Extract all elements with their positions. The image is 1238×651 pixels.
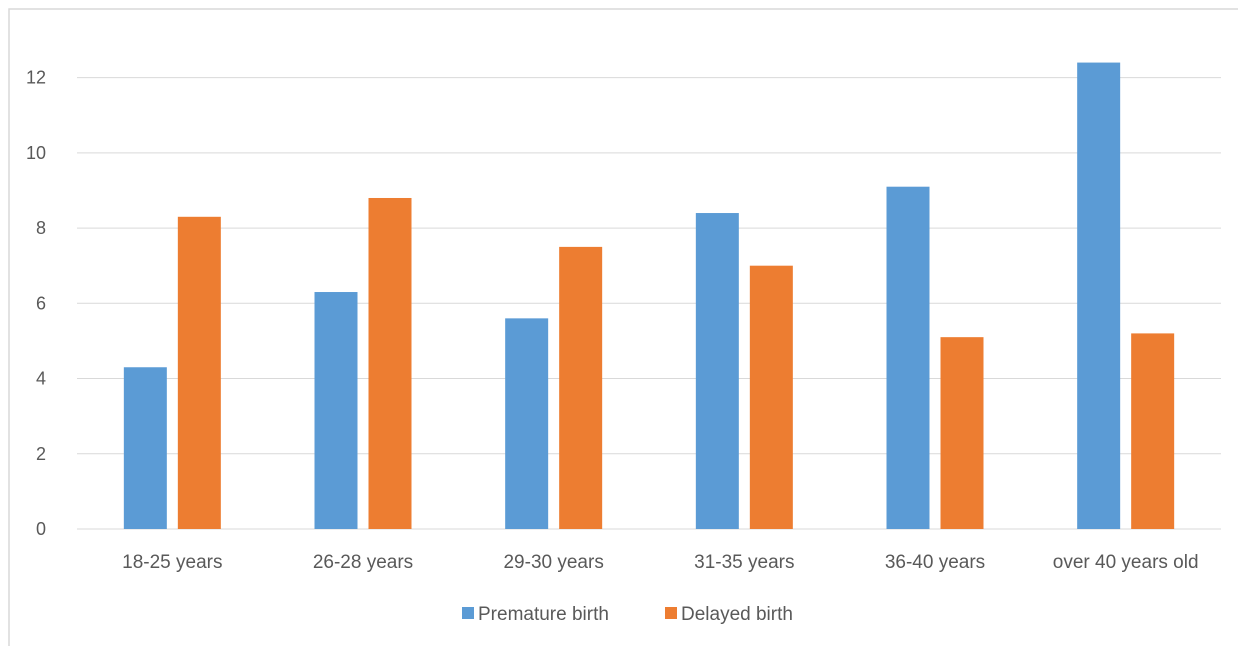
x-tick-label: 26-28 years [313, 552, 413, 573]
legend-label: Premature birth [478, 604, 609, 625]
bar-delayed [368, 197, 412, 529]
chart-frame [8, 8, 1238, 646]
bar-premature [695, 213, 739, 529]
bar-delayed [559, 246, 603, 529]
y-tick-label: 4 [36, 369, 46, 389]
y-tick-label: 2 [36, 444, 46, 464]
bar-premature [314, 292, 358, 529]
bar-delayed [940, 337, 984, 529]
bar-premature [886, 186, 930, 529]
y-tick-label: 12 [26, 68, 46, 88]
legend-swatch [462, 607, 474, 619]
y-tick-label: 6 [36, 293, 46, 313]
x-tick-label: 29-30 years [503, 552, 603, 573]
bar-premature [123, 367, 167, 529]
y-tick-label: 10 [26, 143, 46, 163]
legend-label: Delayed birth [681, 604, 793, 625]
x-tick-label: 31-35 years [694, 552, 794, 573]
x-tick-label: 18-25 years [122, 552, 222, 573]
bar-premature [1077, 62, 1121, 530]
bar-delayed [1131, 333, 1175, 529]
bar-premature [505, 318, 549, 529]
x-tick-label: over 40 years old [1053, 552, 1199, 573]
bar-delayed [177, 216, 221, 530]
y-tick-label: 0 [36, 519, 46, 539]
legend-swatch [665, 607, 677, 619]
x-tick-label: 36-40 years [885, 552, 985, 573]
bar-delayed [749, 265, 793, 529]
y-tick-label: 8 [36, 218, 46, 238]
